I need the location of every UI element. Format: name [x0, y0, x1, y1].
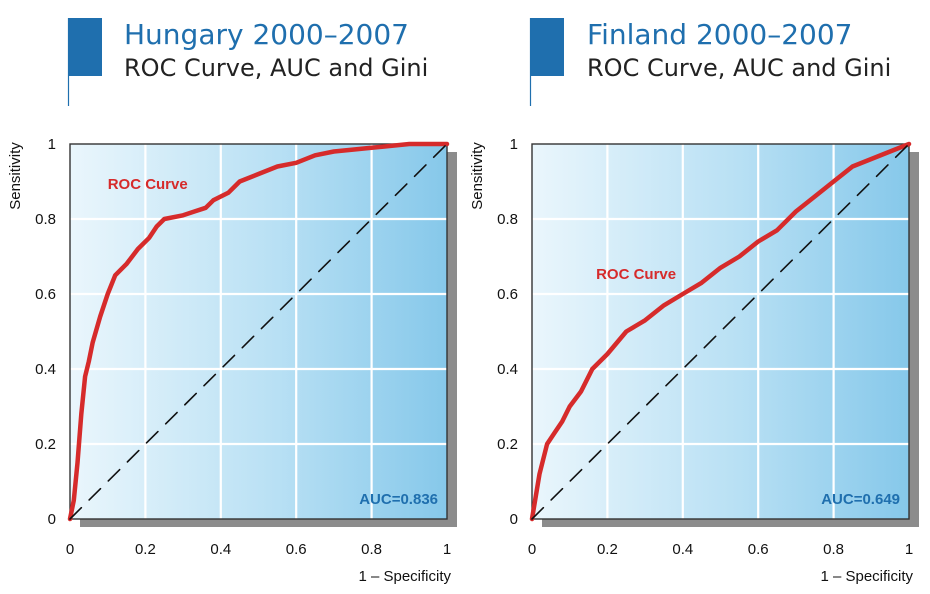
- title-flag: [68, 18, 102, 76]
- x-tick-label: 0: [66, 541, 74, 558]
- roc-curve-label: ROC Curve: [108, 176, 188, 193]
- x-tick-label: 0.4: [672, 541, 693, 558]
- auc-label: AUC=0.649: [821, 491, 900, 508]
- plot-area: [532, 144, 909, 519]
- chart-panel-0: Hungary 2000–2007 ROC Curve, AUC and Gini…: [7, 18, 457, 585]
- x-tick-label: 0.6: [748, 541, 769, 558]
- auc-label: AUC=0.836: [359, 491, 438, 508]
- x-axis-label: 1 – Specificity: [820, 568, 913, 585]
- y-axis-label: Sensitivity: [7, 142, 24, 210]
- x-tick-label: 0.8: [823, 541, 844, 558]
- title-flag: [530, 18, 564, 76]
- y-tick-label: 0: [510, 511, 518, 528]
- y-tick-label: 0.8: [497, 211, 518, 228]
- y-tick-label: 0.4: [497, 361, 518, 378]
- chart-title: Hungary 2000–2007: [124, 18, 409, 51]
- y-tick-label: 0.6: [35, 286, 56, 303]
- x-tick-label: 0.4: [210, 541, 231, 558]
- y-tick-label: 0.2: [497, 436, 518, 453]
- y-tick-label: 1: [48, 136, 56, 153]
- y-tick-label: 1: [510, 136, 518, 153]
- x-tick-label: 0: [528, 541, 536, 558]
- y-axis-label: Sensitivity: [469, 142, 486, 210]
- x-tick-label: 1: [443, 541, 451, 558]
- x-tick-label: 0.2: [597, 541, 618, 558]
- x-axis-label: 1 – Specificity: [358, 568, 451, 585]
- chart-title: Finland 2000–2007: [587, 18, 852, 51]
- y-tick-label: 0.8: [35, 211, 56, 228]
- chart-subtitle: ROC Curve, AUC and Gini: [587, 54, 891, 82]
- x-tick-label: 1: [905, 541, 913, 558]
- y-tick-label: 0.2: [35, 436, 56, 453]
- y-tick-label: 0.4: [35, 361, 56, 378]
- x-tick-label: 0.6: [286, 541, 307, 558]
- x-tick-label: 0.2: [135, 541, 156, 558]
- x-tick-label: 0.8: [361, 541, 382, 558]
- chart-panel-1: Finland 2000–2007 ROC Curve, AUC and Gini…: [469, 18, 919, 585]
- chart-subtitle: ROC Curve, AUC and Gini: [124, 54, 428, 82]
- y-tick-label: 0.6: [497, 286, 518, 303]
- plot-area: [70, 144, 447, 519]
- y-tick-label: 0: [48, 511, 56, 528]
- roc-curve-label: ROC Curve: [596, 266, 676, 283]
